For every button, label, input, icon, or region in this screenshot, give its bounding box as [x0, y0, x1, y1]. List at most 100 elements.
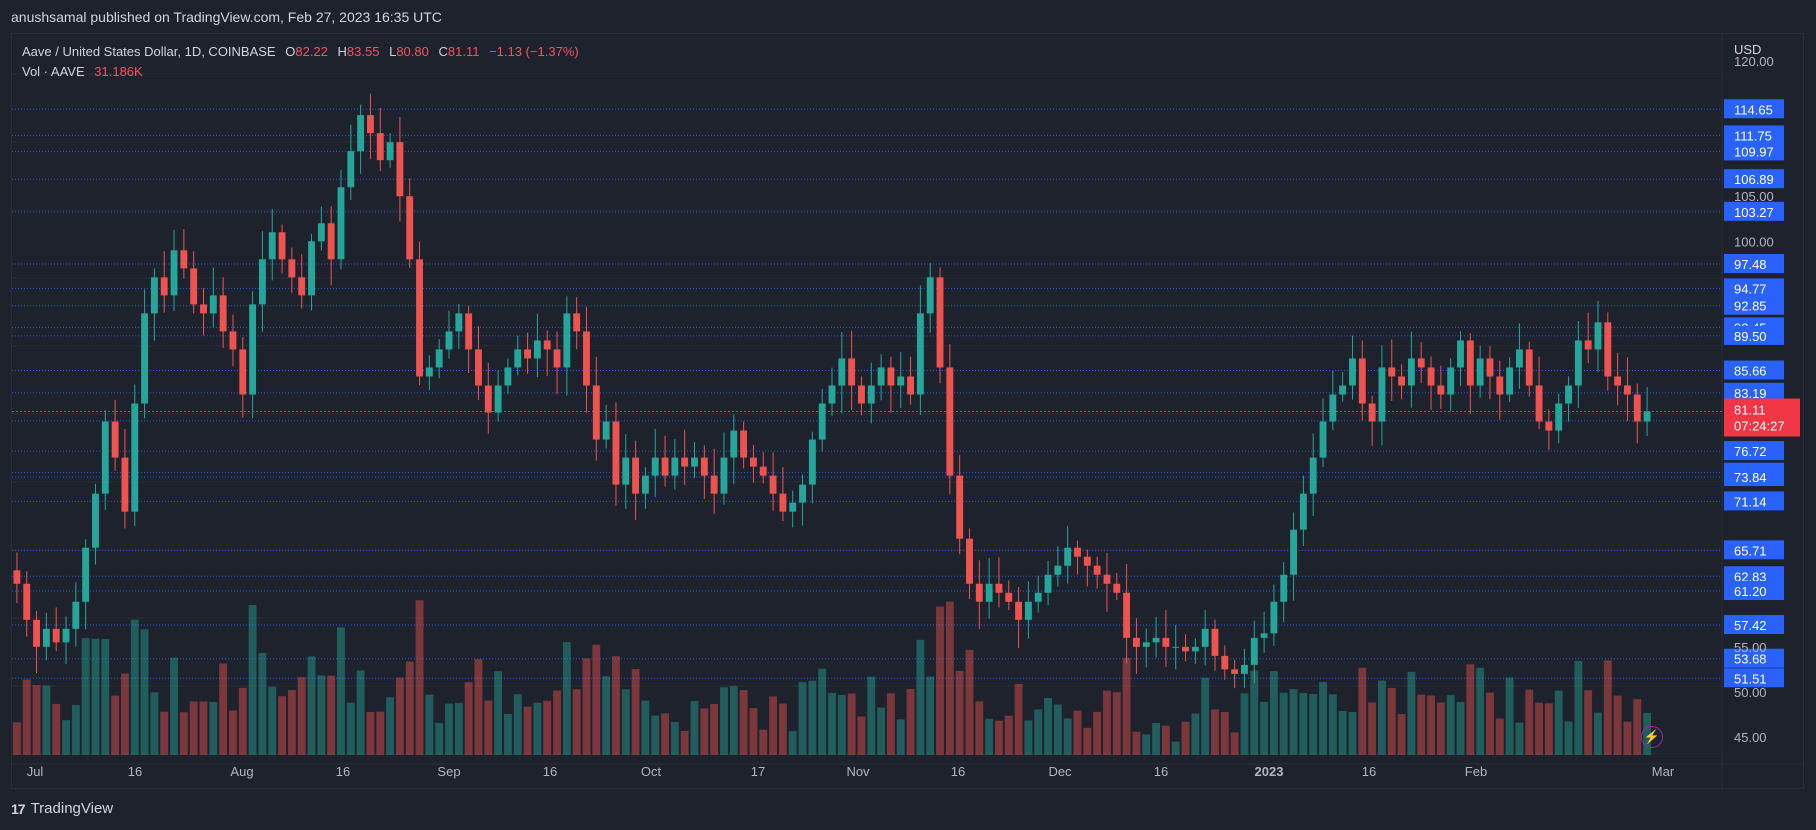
- volume-bar: [602, 676, 611, 755]
- volume-bar: [1171, 741, 1180, 755]
- volume-bar: [1505, 677, 1514, 755]
- candle-body: [1142, 642, 1150, 647]
- y-tick-label: 55.00: [1734, 640, 1767, 655]
- level-label: 53.68: [1734, 652, 1767, 667]
- volume-bar: [494, 671, 503, 755]
- y-tick-label: 100.00: [1734, 234, 1774, 249]
- volume-bar: [258, 652, 267, 755]
- volume-bar: [268, 686, 277, 755]
- candle-body: [42, 628, 50, 647]
- level-label: 62.83: [1734, 569, 1767, 584]
- candle-body: [1457, 340, 1464, 368]
- candle-body: [1093, 565, 1101, 575]
- volume-bar: [12, 722, 21, 755]
- level-label: 97.48: [1734, 257, 1767, 272]
- current-price-label: 81.11: [1734, 403, 1766, 418]
- volume-bar: [219, 663, 228, 755]
- volume-bar: [1004, 715, 1013, 755]
- level-label-bg: [1724, 325, 1784, 345]
- level-label-bg: [1724, 566, 1784, 586]
- volume-bar: [454, 703, 463, 755]
- candle-body: [1329, 394, 1337, 422]
- volume-bar: [1613, 695, 1622, 755]
- candle-body: [229, 331, 237, 350]
- candle-body: [1024, 601, 1032, 620]
- candle-body: [1044, 574, 1052, 593]
- candle-body: [1388, 367, 1396, 377]
- high-value: 83.55: [346, 44, 380, 59]
- time-axis: Jul 16 Aug 16 Sep 16 Oct 17 Nov 16 Dec 16 2023 16 Feb M…: [27, 764, 1675, 779]
- candle-body: [317, 223, 325, 242]
- candle-body: [92, 493, 99, 548]
- volume-bar: [327, 675, 336, 755]
- volume-bar: [1112, 692, 1121, 755]
- volume-bar: [1142, 734, 1151, 755]
- volume-bar: [1083, 727, 1092, 755]
- candle-body: [799, 484, 806, 503]
- candle-body: [1535, 385, 1543, 422]
- level-label-bg: [1724, 278, 1784, 298]
- volume-bar: [1417, 694, 1426, 755]
- volume-bar: [1456, 701, 1465, 755]
- volume-bar: [1289, 689, 1298, 755]
- candle-body: [553, 349, 561, 368]
- volume-bar: [592, 644, 601, 755]
- level-label: 111.75: [1734, 128, 1772, 143]
- volume-bar: [808, 680, 817, 755]
- volume-bar: [769, 696, 778, 755]
- candle-body: [1083, 556, 1091, 566]
- level-label: 103.27: [1734, 205, 1774, 220]
- volume-bar: [985, 718, 994, 755]
- volume-bar: [1495, 718, 1504, 755]
- volume-bars: [12, 600, 1652, 755]
- level-label-bg: [1724, 540, 1784, 560]
- volume-bar: [1063, 718, 1072, 755]
- volume-bar: [1093, 711, 1102, 755]
- level-label: 109.97: [1734, 144, 1774, 159]
- volume-bar: [700, 708, 709, 755]
- level-label: 65.71: [1734, 543, 1767, 558]
- currency-label: USD: [1734, 42, 1761, 57]
- volume-bar: [1269, 671, 1278, 755]
- volume-bar: [1103, 690, 1111, 755]
- candle-body: [475, 349, 482, 386]
- level-label-bg: [1724, 253, 1784, 273]
- x-tick-label: Feb: [1465, 764, 1487, 779]
- candle-body: [946, 367, 954, 476]
- level-label-bg: [1724, 295, 1784, 315]
- volume-bar: [1584, 690, 1593, 755]
- candle-body: [1260, 633, 1268, 638]
- candle-body: [602, 421, 610, 440]
- footer-brand[interactable]: 17 TradingView: [11, 800, 113, 817]
- candle-body: [1299, 493, 1307, 530]
- chart-frame: [11, 33, 1804, 789]
- candle-body: [622, 457, 630, 485]
- candle-body: [612, 421, 620, 485]
- candle-body: [740, 430, 748, 458]
- candle-body: [661, 457, 669, 476]
- candle-body: [1034, 592, 1042, 602]
- volume-bar: [1633, 699, 1642, 755]
- candle-body: [72, 601, 80, 629]
- candle-body: [219, 295, 227, 332]
- candle-body: [327, 223, 335, 260]
- volume-bar: [170, 657, 178, 755]
- candle-body: [720, 457, 728, 494]
- candle-body: [406, 196, 414, 260]
- lightning-icon[interactable]: ⚡: [1641, 726, 1663, 748]
- volume-bar: [1024, 720, 1033, 755]
- volume-bar: [317, 675, 326, 755]
- countdown-label: 07:24:27: [1734, 419, 1785, 434]
- candle-body: [465, 313, 473, 350]
- candle-body: [298, 277, 306, 296]
- low-value: 80.80: [396, 44, 429, 59]
- candle-body: [425, 367, 433, 377]
- volume-bar: [1319, 682, 1327, 755]
- volume-bar: [936, 606, 944, 755]
- candle-body: [641, 475, 649, 494]
- candle-body: [632, 457, 640, 494]
- volume-bar: [1486, 692, 1494, 755]
- y-tick-label: 105.00: [1734, 189, 1774, 204]
